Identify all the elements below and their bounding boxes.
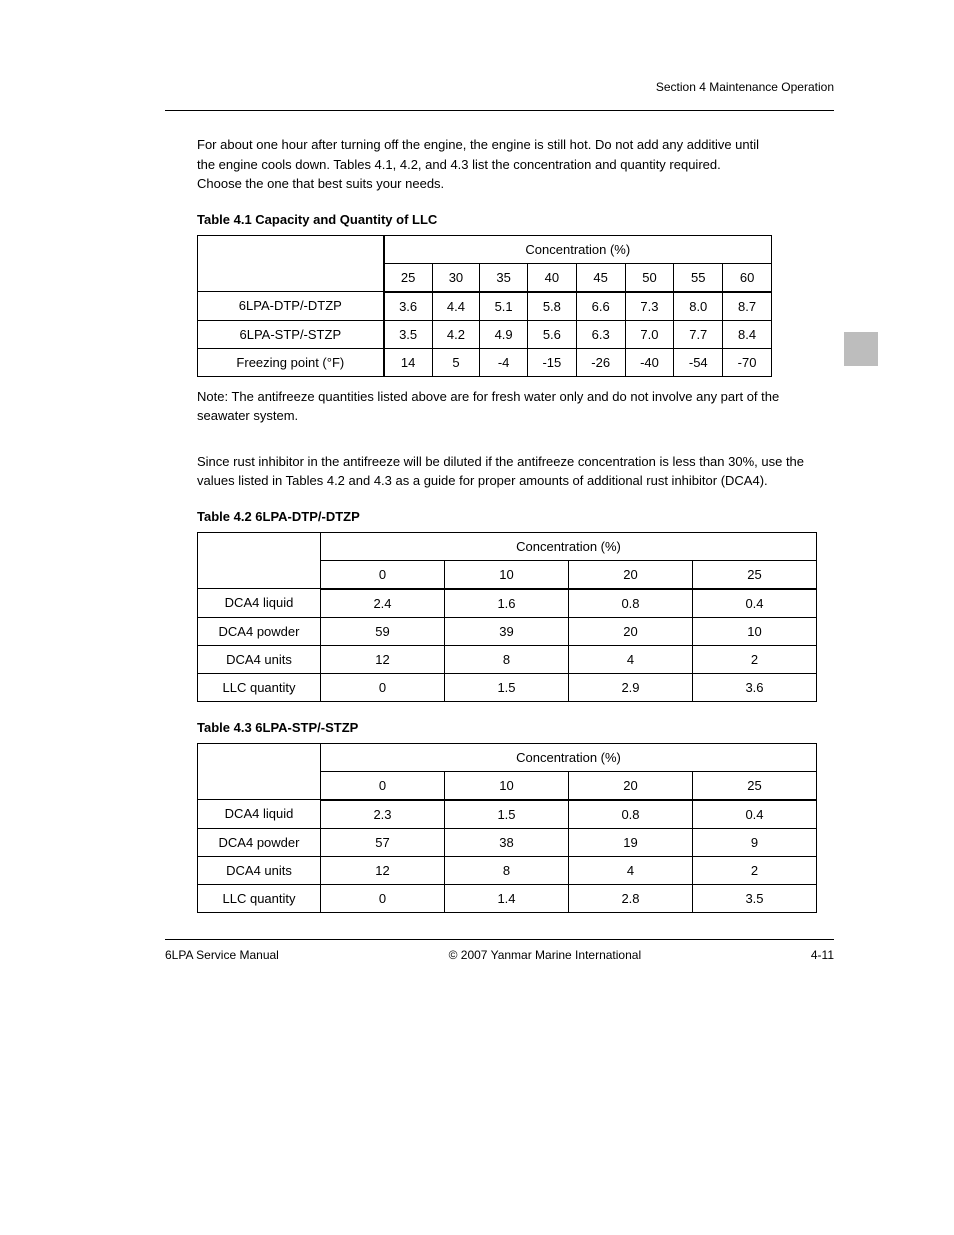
- table1-subheader: 25: [384, 263, 432, 292]
- table3-subheader: 25: [693, 771, 817, 800]
- table1-subheader: 45: [576, 263, 625, 292]
- table-row: LLC quantity01.42.83.5: [198, 884, 817, 912]
- table3-subheader: 20: [569, 771, 693, 800]
- page-footer: 6LPA Service Manual © 2007 Yanmar Marine…: [165, 948, 834, 962]
- table-row: DCA4 powder59392010: [198, 617, 817, 645]
- table2: Concentration (%) 0 10 20 25 DCA4 liquid…: [197, 532, 817, 702]
- intro2-paragraph: Since rust inhibitor in the antifreeze w…: [165, 452, 834, 491]
- table-row: LLC quantity01.52.93.6: [198, 673, 817, 701]
- top-divider: [165, 110, 834, 111]
- table-row: DCA4 units12842: [198, 856, 817, 884]
- table1-subheader: 40: [527, 263, 576, 292]
- table-row: DCA4 powder5738199: [198, 828, 817, 856]
- footer-center: © 2007 Yanmar Marine International: [449, 948, 642, 962]
- table-row: DCA4 liquid2.31.50.80.4: [198, 800, 817, 829]
- table3-subheader: 10: [445, 771, 569, 800]
- footer-left: 6LPA Service Manual: [165, 948, 279, 962]
- table-row: DCA4 liquid2.41.60.80.4: [198, 589, 817, 618]
- table2-group-header: Concentration (%): [321, 532, 817, 560]
- table1-subheader: 60: [723, 263, 772, 292]
- table-row: 6LPA-STP/-STZP 3.54.24.95.66.37.07.78.4: [198, 320, 772, 348]
- table2-subheader: 25: [693, 560, 817, 589]
- bottom-divider: [165, 939, 834, 940]
- table-row: DCA4 units12842: [198, 645, 817, 673]
- table2-label: Table 4.2 6LPA-DTP/-DTZP: [165, 509, 834, 524]
- table2-subheader: 20: [569, 560, 693, 589]
- table3-group-header: Concentration (%): [321, 743, 817, 771]
- chapter-heading: Section 4 Maintenance Operation: [165, 80, 834, 94]
- page-side-tab: [844, 332, 878, 366]
- table1: Concentration (%) 25 30 35 40 45 50 55 6…: [197, 235, 772, 377]
- table2-subheader: 0: [321, 560, 445, 589]
- intro-paragraph: For about one hour after turning off the…: [165, 135, 834, 194]
- table1-subheader: 30: [432, 263, 480, 292]
- table3-subheader: 0: [321, 771, 445, 800]
- table1-subheader: 50: [625, 263, 674, 292]
- table1-label: Table 4.1 Capacity and Quantity of LLC: [165, 212, 834, 227]
- table1-note: Note: The antifreeze quantities listed a…: [165, 387, 834, 426]
- table1-subheader: 55: [674, 263, 723, 292]
- table2-subheader: 10: [445, 560, 569, 589]
- table2-col0-header: [198, 532, 321, 589]
- table3-col0-header: [198, 743, 321, 800]
- table3: Concentration (%) 0 10 20 25 DCA4 liquid…: [197, 743, 817, 913]
- table1-group-header: Concentration (%): [384, 235, 772, 263]
- table1-subheader: 35: [480, 263, 528, 292]
- footer-page-number: 4-11: [811, 948, 834, 962]
- table-row: 6LPA-DTP/-DTZP 3.64.45.15.86.67.38.08.7: [198, 292, 772, 321]
- table3-label: Table 4.3 6LPA-STP/-STZP: [165, 720, 834, 735]
- table1-col0-header: [198, 235, 384, 292]
- table-row: Freezing point (°F) 145-4-15-26-40-54-70: [198, 348, 772, 376]
